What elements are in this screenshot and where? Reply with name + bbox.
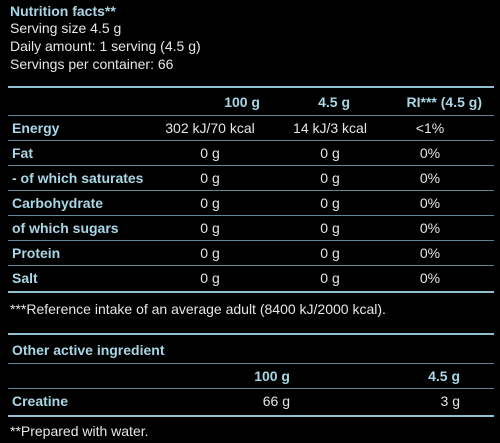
serving-size: Serving size 4.5 g [10, 20, 122, 36]
active-top-rule [8, 333, 494, 335]
row-label-salt: Salt [12, 270, 38, 286]
salt-per-serving: 0 g [320, 270, 340, 286]
row-divider [8, 140, 494, 141]
column-header-ri: RI*** (4.5 g) [406, 94, 482, 110]
header-rule [8, 115, 494, 116]
row-divider [8, 165, 494, 166]
row-label-saturates: - of which saturates [12, 170, 144, 186]
row-label-sugars: of which sugars [12, 220, 119, 236]
creatine-per-100g: 66 g [262, 393, 290, 409]
creatine-per-serving: 3 g [440, 393, 460, 409]
carbohydrate-per-serving: 0 g [320, 195, 340, 211]
servings-per-container: Servings per container: 66 [10, 56, 174, 72]
salt-ri: 0% [419, 270, 441, 286]
fat-per-100g: 0 g [200, 145, 220, 161]
active-column-header-serving: 4.5 g [428, 368, 460, 384]
table-bottom-rule [8, 291, 494, 293]
protein-ri: 0% [419, 245, 441, 261]
table-top-rule [8, 86, 494, 88]
fat-per-serving: 0 g [320, 145, 340, 161]
fat-ri: 0% [419, 145, 441, 161]
salt-per-100g: 0 g [200, 270, 220, 286]
saturates-ri: 0% [419, 170, 441, 186]
column-header-100g: 100 g [224, 94, 260, 110]
row-divider [8, 363, 494, 364]
active-ingredient-heading: Other active ingredient [12, 342, 165, 358]
row-label-creatine: Creatine [12, 393, 69, 409]
energy-ri: <1% [415, 120, 445, 136]
row-label-energy: Energy [12, 120, 60, 136]
active-bottom-rule [8, 415, 494, 417]
reference-intake-footnote: ***Reference intake of an average adult … [10, 301, 386, 317]
row-divider [8, 388, 494, 389]
row-label-carbohydrate: Carbohydrate [12, 195, 104, 211]
saturates-per-100g: 0 g [200, 170, 220, 186]
carbohydrate-ri: 0% [419, 195, 441, 211]
protein-per-serving: 0 g [320, 245, 340, 261]
active-column-header-100g: 100 g [254, 368, 290, 384]
energy-per-100g: 302 kJ/70 kcal [165, 120, 255, 136]
row-divider [8, 240, 494, 241]
protein-per-100g: 0 g [200, 245, 220, 261]
saturates-per-serving: 0 g [320, 170, 340, 186]
row-label-fat: Fat [12, 145, 33, 161]
carbohydrate-per-100g: 0 g [200, 195, 220, 211]
nutrition-title: Nutrition facts** [10, 3, 116, 19]
row-divider [8, 215, 494, 216]
prepared-with-water-note: **Prepared with water. [10, 423, 149, 439]
column-header-serving: 4.5 g [318, 94, 350, 110]
row-divider [8, 265, 494, 266]
energy-per-serving: 14 kJ/3 kcal [293, 120, 367, 136]
sugars-ri: 0% [419, 220, 441, 236]
sugars-per-100g: 0 g [200, 220, 220, 236]
row-label-protein: Protein [12, 245, 61, 261]
row-divider [8, 190, 494, 191]
sugars-per-serving: 0 g [320, 220, 340, 236]
daily-amount: Daily amount: 1 serving (4.5 g) [10, 38, 201, 54]
